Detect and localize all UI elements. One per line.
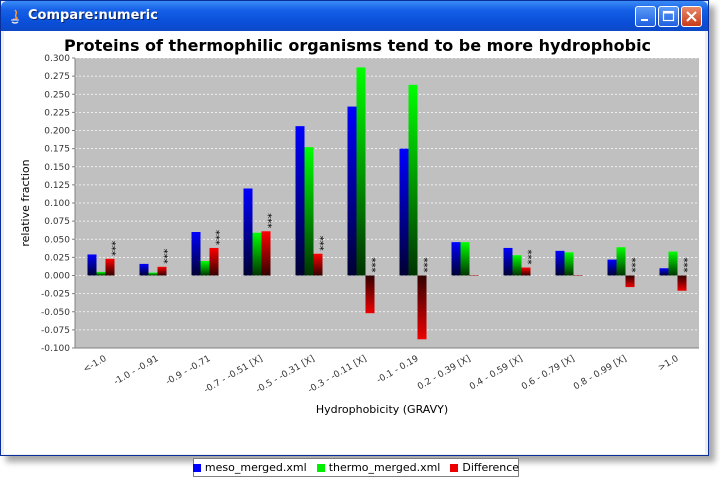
bar-thermo (148, 272, 158, 276)
x-tick-label: -1.0 - -0.91 (112, 354, 160, 388)
legend-label-thermo: thermo_merged.xml (328, 461, 441, 474)
y-tick-label: 0.200 (44, 127, 70, 137)
legend-item-thermo: thermo_merged.xml (316, 461, 441, 474)
minimize-button[interactable] (635, 6, 656, 27)
significance-label: *** (215, 230, 226, 245)
significance-label: *** (527, 250, 538, 265)
bar-meso (295, 126, 305, 276)
window-title: Compare:numeric (28, 8, 158, 23)
bar-difference (105, 258, 115, 276)
y-tick-label: 0.275 (44, 72, 70, 82)
y-tick-label: 0.150 (44, 163, 70, 173)
bar-meso (243, 188, 253, 276)
bar-thermo (356, 67, 366, 276)
significance-label: *** (111, 241, 122, 256)
bar-difference (417, 275, 427, 340)
bar-thermo (408, 84, 418, 276)
bar-thermo (304, 147, 314, 276)
bar-meso (139, 263, 149, 276)
bar-meso (451, 242, 461, 276)
y-tick-label: 0.050 (44, 235, 70, 245)
y-tick-label: 0.075 (44, 217, 70, 227)
y-tick-label: 0.125 (44, 181, 70, 191)
chart-title: Proteins of thermophilic organisms tend … (63, 36, 652, 55)
bar-meso (87, 254, 97, 276)
bar-thermo (616, 247, 626, 276)
x-tick-label: 0.2 - 0.39 [X] (416, 354, 472, 392)
bar-difference (677, 275, 687, 291)
y-tick-label: 0.225 (44, 108, 70, 118)
chart-legend: meso_merged.xml thermo_merged.xml Differ… (192, 458, 519, 477)
bar-difference (521, 267, 531, 276)
bar-thermo (668, 251, 678, 276)
bar-meso (607, 259, 617, 276)
legend-label-difference: Difference (462, 461, 520, 474)
bar-meso (503, 247, 513, 276)
y-tick-label: 0.300 (44, 54, 70, 64)
y-axis-label: relative fraction (19, 159, 32, 246)
x-tick-label: 0.8 - 0.99 [X] (572, 354, 628, 392)
bar-difference (469, 275, 479, 276)
bar-thermo (564, 252, 574, 276)
maximize-icon (662, 10, 675, 22)
bar-difference (209, 247, 219, 276)
significance-label: *** (371, 258, 382, 273)
y-tick-label: -0.025 (41, 290, 70, 300)
close-icon (686, 11, 697, 22)
x-tick-label: <-1.0 (82, 354, 109, 375)
significance-label: *** (683, 258, 694, 273)
bar-difference (573, 275, 583, 276)
close-button[interactable] (681, 6, 702, 27)
bar-difference (625, 275, 635, 288)
legend-swatch-thermo (316, 463, 325, 472)
bar-meso (659, 268, 669, 276)
legend-item-difference: Difference (450, 461, 519, 474)
bar-difference (261, 231, 271, 276)
significance-label: *** (163, 249, 174, 264)
y-tick-label: -0.100 (41, 344, 70, 354)
bar-thermo (512, 255, 522, 276)
y-tick-label: -0.050 (41, 308, 70, 318)
bar-thermo (460, 242, 470, 276)
bar-thermo (252, 232, 262, 276)
x-tick-label: -0.3 - -0.11 [X] (306, 354, 368, 396)
y-tick-label: 0.175 (44, 145, 70, 155)
x-axis-label: Hydrophobicity (GRAVY) (316, 403, 448, 416)
legend-label-meso: meso_merged.xml (204, 461, 307, 474)
bar-meso (347, 106, 357, 276)
x-tick-label: -0.9 - -0.71 (164, 354, 212, 388)
x-tick-label: >1.0 (657, 354, 681, 374)
bar-thermo (200, 261, 210, 276)
significance-label: *** (423, 258, 434, 273)
bar-difference (313, 253, 323, 276)
y-tick-label: 0.250 (44, 90, 70, 100)
chart-panel: Proteins of thermophilic organisms tend … (4, 31, 705, 477)
x-tick-label: 0.6 - 0.79 [X] (520, 354, 576, 392)
java-app-icon (11, 9, 19, 24)
title-bar[interactable]: Compare:numeric (1, 1, 708, 31)
bar-chart: 0.300 0.275 0.250 0.225 0.200 0.175 0.150 0.125… (19, 54, 699, 416)
y-tick-label: 0.025 (44, 253, 70, 263)
bar-meso (191, 232, 201, 276)
bar-meso (555, 250, 565, 276)
bar-difference (157, 266, 167, 276)
y-tick-label: 0.100 (44, 199, 70, 209)
significance-label: *** (319, 236, 330, 251)
bar-difference (365, 275, 375, 314)
minimize-icon (641, 19, 648, 21)
bar-thermo (96, 271, 106, 276)
significance-label: *** (631, 258, 642, 273)
x-tick-label: -0.1 - 0.19 (375, 354, 421, 386)
legend-swatch-meso (192, 463, 201, 472)
y-tick-label: 0.000 (44, 272, 70, 282)
y-tick-label: -0.075 (41, 326, 70, 336)
maximize-button[interactable] (658, 6, 679, 27)
significance-label: *** (267, 213, 278, 228)
x-tick-label: 0.4 - 0.59 [X] (468, 354, 524, 392)
legend-swatch-difference (450, 463, 459, 472)
legend-item-meso: meso_merged.xml (192, 461, 307, 474)
bar-meso (399, 148, 409, 276)
